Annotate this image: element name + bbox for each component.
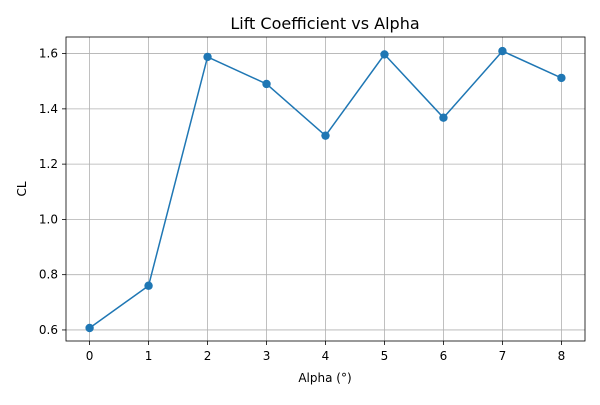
- chart-title: Lift Coefficient vs Alpha: [230, 14, 419, 33]
- data-point: [439, 113, 448, 122]
- y-tick-label: 1.6: [39, 47, 58, 61]
- x-tick-label: 8: [558, 349, 566, 363]
- data-point: [85, 323, 94, 333]
- x-tick-label: 1: [145, 349, 153, 363]
- plot-frame: [65, 36, 586, 342]
- data-point: [557, 73, 566, 83]
- axis-ticks: 0 1 2 3 4 5 6 7 8 0.6 0.8 1.0 1.2 1.4 1.6: [39, 47, 565, 363]
- y-tick-label: 1.4: [39, 102, 58, 116]
- y-tick-label: 1.2: [39, 157, 58, 171]
- x-tick-label: 7: [499, 349, 507, 363]
- data-point: [321, 131, 330, 140]
- y-tick-label: 0.6: [39, 323, 58, 337]
- x-tick-label: 5: [381, 349, 389, 363]
- series-layer: [85, 46, 566, 333]
- grid: [66, 37, 585, 341]
- x-tick-label: 4: [322, 349, 330, 363]
- data-point: [203, 52, 212, 62]
- x-tick-label: 6: [440, 349, 448, 363]
- x-tick-label: 2: [204, 349, 212, 363]
- x-axis-label: Alpha (°): [298, 371, 351, 385]
- x-tick-label: 3: [263, 349, 271, 363]
- data-point: [498, 46, 507, 56]
- y-tick-label: 1.0: [39, 212, 58, 226]
- data-point: [380, 50, 389, 59]
- y-tick-label: 0.8: [39, 268, 58, 282]
- y-axis-label: CL: [15, 181, 29, 196]
- data-point: [144, 281, 153, 290]
- x-tick-label: 0: [86, 349, 94, 363]
- data-point: [262, 79, 271, 89]
